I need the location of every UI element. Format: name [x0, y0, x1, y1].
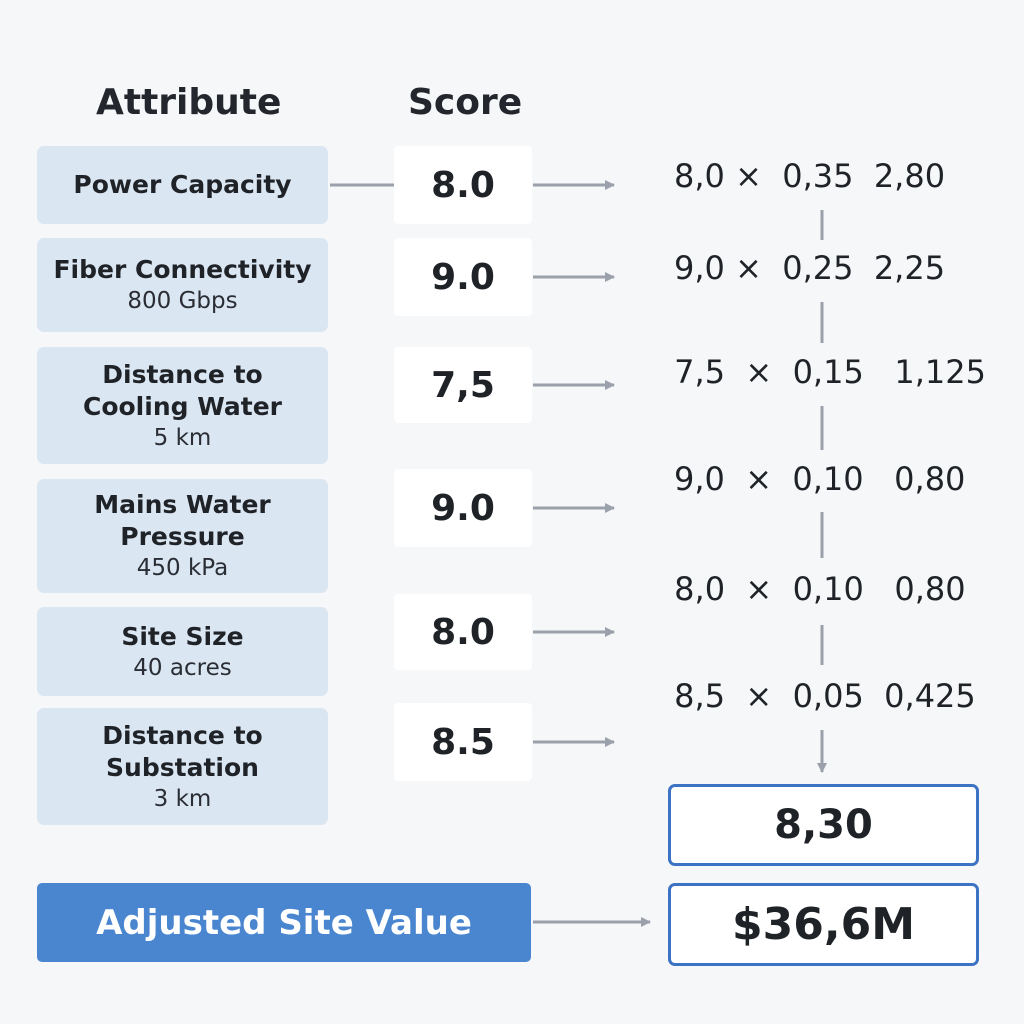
weighted-calc: 8,0 × 0,35 2,80	[674, 157, 946, 195]
adjusted-site-value-label: Adjusted Site Value	[37, 883, 531, 962]
attribute-name: Distance to Cooling Water	[82, 359, 283, 421]
score-box: 9.0	[394, 238, 532, 316]
attribute-card-site-size: Site Size 40 acres	[37, 607, 328, 696]
weighted-calc: 8,0 × 0,10 0,80	[664, 570, 966, 608]
score-box: 8.0	[394, 146, 532, 224]
attribute-detail: 5 km	[153, 424, 212, 451]
attribute-detail: 3 km	[153, 785, 212, 812]
attribute-detail: 40 acres	[133, 654, 232, 681]
adjusted-site-value-box: $36,6M	[668, 883, 979, 966]
score-box: 7,5	[394, 347, 532, 423]
weighted-calc: 9,0 × 0,10 0,80	[674, 460, 966, 498]
weighted-calc: 7,5 × 0,15 1,125	[664, 353, 986, 391]
weighted-total-box: 8,30	[668, 784, 979, 866]
attribute-name: Fiber Connectivity	[53, 255, 312, 284]
attribute-header: Attribute	[96, 82, 282, 123]
score-header: Score	[408, 82, 523, 123]
score-box: 8.5	[394, 703, 532, 781]
score-box: 8.0	[394, 594, 532, 670]
attribute-detail: 450 kPa	[136, 555, 229, 581]
attribute-card-fiber-connectivity: Fiber Connectivity 800 Gbps	[37, 238, 328, 332]
attribute-card-power-capacity: Power Capacity	[37, 146, 328, 224]
attribute-card-distance-cooling-water: Distance to Cooling Water 5 km	[37, 347, 328, 464]
weighted-calc: 8,5 × 0,05 0,425	[664, 677, 976, 715]
attribute-name: Distance to Substation	[102, 720, 263, 782]
attribute-card-mains-water-pressure: Mains Water Pressure 450 kPa	[37, 479, 328, 593]
attribute-name: Power Capacity	[73, 170, 292, 199]
attribute-card-distance-substation: Distance to Substation 3 km	[37, 708, 328, 825]
attribute-name: Site Size	[121, 621, 244, 651]
score-box: 9.0	[394, 469, 532, 547]
attribute-name: Mains Water Pressure	[94, 490, 271, 551]
weighted-calc: 9,0 × 0,25 2,25	[674, 249, 946, 287]
attribute-detail: 800 Gbps	[127, 288, 238, 314]
